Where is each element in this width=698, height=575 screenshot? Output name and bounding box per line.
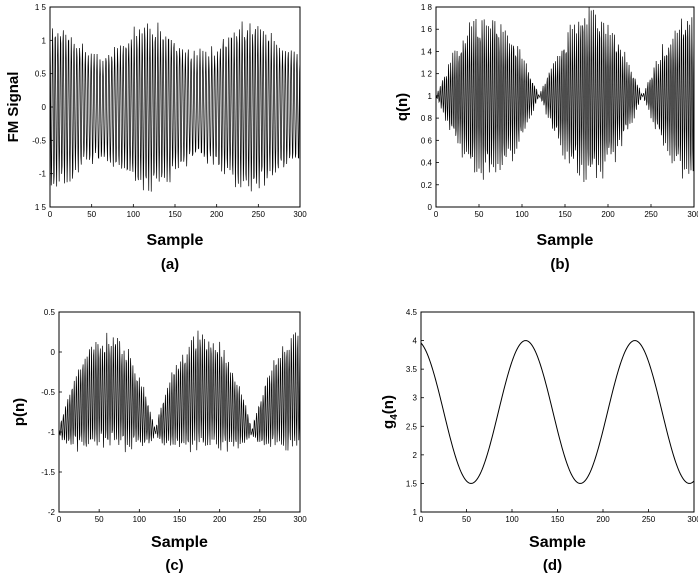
y-tick-label: 1.5 bbox=[406, 479, 418, 488]
panel-caption: (a) bbox=[161, 256, 179, 273]
axes-box-d bbox=[420, 311, 695, 513]
x-tick-label: 250 bbox=[642, 515, 656, 524]
y-tick-label: 1 2 bbox=[421, 70, 433, 79]
y-tick-label: -0.5 bbox=[32, 136, 46, 145]
y-tick-label: 1 bbox=[413, 508, 418, 517]
y-axis-label: FM Signal bbox=[5, 72, 22, 143]
y-tick-label: 0 bbox=[51, 348, 56, 357]
x-tick-label: 150 bbox=[173, 515, 187, 524]
x-tick-label: 300 bbox=[687, 210, 698, 219]
y-tick-label: 0.2 bbox=[421, 181, 433, 190]
x-tick-label: 0 bbox=[48, 210, 53, 219]
y-axis-label: p(n) bbox=[11, 398, 28, 426]
x-tick-label: 100 bbox=[515, 210, 529, 219]
x-tick-label: 300 bbox=[293, 515, 307, 524]
y-tick-label: 0.4 bbox=[421, 159, 433, 168]
y-tick-label: 1 5 bbox=[35, 3, 47, 12]
y-axis-label: g4(n) bbox=[380, 395, 400, 429]
y-tick-label: 1 bbox=[428, 92, 433, 101]
y-tick-label: -1 bbox=[48, 428, 56, 437]
y-tick-label: 0.5 bbox=[35, 70, 47, 79]
x-tick-label: 200 bbox=[213, 515, 227, 524]
y-tick-label: 0 6 bbox=[421, 136, 433, 145]
y-tick-label: -1 bbox=[39, 170, 47, 179]
x-tick-label: 150 bbox=[168, 210, 182, 219]
x-tick-label: 300 bbox=[293, 210, 307, 219]
x-tick-label: 200 bbox=[601, 210, 615, 219]
panel-caption: (d) bbox=[543, 557, 562, 574]
x-tick-label: 200 bbox=[596, 515, 610, 524]
panel-caption: (b) bbox=[550, 256, 569, 273]
x-tick-label: 0 bbox=[434, 210, 439, 219]
y-tick-label: 1 4 bbox=[421, 47, 433, 56]
x-tick-label: 0 bbox=[57, 515, 62, 524]
x-tick-label: 200 bbox=[210, 210, 224, 219]
x-tick-label: 0 bbox=[419, 515, 424, 524]
y-tick-label: 1 6 bbox=[421, 25, 433, 34]
y-tick-label: -0.5 bbox=[41, 388, 55, 397]
y-tick-label: 2 bbox=[413, 451, 418, 460]
series-line-c bbox=[58, 330, 301, 453]
x-axis-label: Sample bbox=[151, 534, 208, 551]
y-tick-label: 0 bbox=[428, 203, 433, 212]
y-tick-label: 0.5 bbox=[44, 308, 56, 317]
y-tick-label: 2.5 bbox=[406, 422, 418, 431]
y-tick-label: 1 5 bbox=[35, 203, 47, 212]
x-axis-label: Sample bbox=[529, 534, 586, 551]
y-tick-label: 4.5 bbox=[406, 308, 418, 317]
y-tick-label: -1.5 bbox=[41, 468, 55, 477]
series-line-b bbox=[435, 6, 695, 182]
panel-b-q-of-n: 0 50 100 150 200 250 300 1 8 1 6 1 4 1 2 1 0 8 0 6 0.4… bbox=[394, 3, 698, 273]
x-tick-label: 250 bbox=[253, 515, 267, 524]
x-tick-label: 100 bbox=[127, 210, 141, 219]
y-tick-label: 0 bbox=[42, 103, 47, 112]
x-tick-label: 150 bbox=[558, 210, 572, 219]
panel-caption: (c) bbox=[165, 557, 183, 574]
series-line-a bbox=[49, 21, 301, 192]
x-tick-label: 100 bbox=[133, 515, 147, 524]
x-tick-label: 100 bbox=[505, 515, 519, 524]
y-tick-label: 4 bbox=[413, 337, 418, 346]
x-axis-label: Sample bbox=[537, 232, 594, 249]
x-tick-label: 300 bbox=[687, 515, 698, 524]
x-tick-label: 50 bbox=[462, 515, 471, 524]
x-tick-label: 250 bbox=[252, 210, 266, 219]
x-tick-label: 50 bbox=[87, 210, 96, 219]
panel-c-p-of-n: 0 50 100 150 200 250 300 0.5 0 -0.5 -1 -1.5 -2 Sample… bbox=[11, 308, 307, 574]
y-tick-label: -2 bbox=[48, 508, 56, 517]
x-tick-label: 50 bbox=[475, 210, 484, 219]
y-axis-label: q(n) bbox=[394, 93, 411, 121]
panel-a-fm-signal: 0 50 100 150 200 250 300 1 5 1 0.5 0 -0.5 -1 1 5 Sampl… bbox=[5, 3, 307, 273]
panel-d-g4-of-n: 0 50 100 150 200 250 300 4.5 4 3.5 3 2.5 2 1.5 1 Sample… bbox=[380, 308, 698, 574]
x-tick-label: 150 bbox=[551, 515, 565, 524]
y-tick-label: 3 bbox=[413, 394, 418, 403]
x-tick-label: 250 bbox=[644, 210, 658, 219]
series-line-d bbox=[420, 340, 695, 484]
y-tick-label: 1 8 bbox=[421, 3, 433, 12]
y-tick-label: 0 8 bbox=[421, 114, 433, 123]
y-tick-label: 3.5 bbox=[406, 365, 418, 374]
y-tick-label: 1 bbox=[42, 36, 47, 45]
x-axis-label: Sample bbox=[147, 232, 204, 249]
x-tick-label: 50 bbox=[95, 515, 104, 524]
